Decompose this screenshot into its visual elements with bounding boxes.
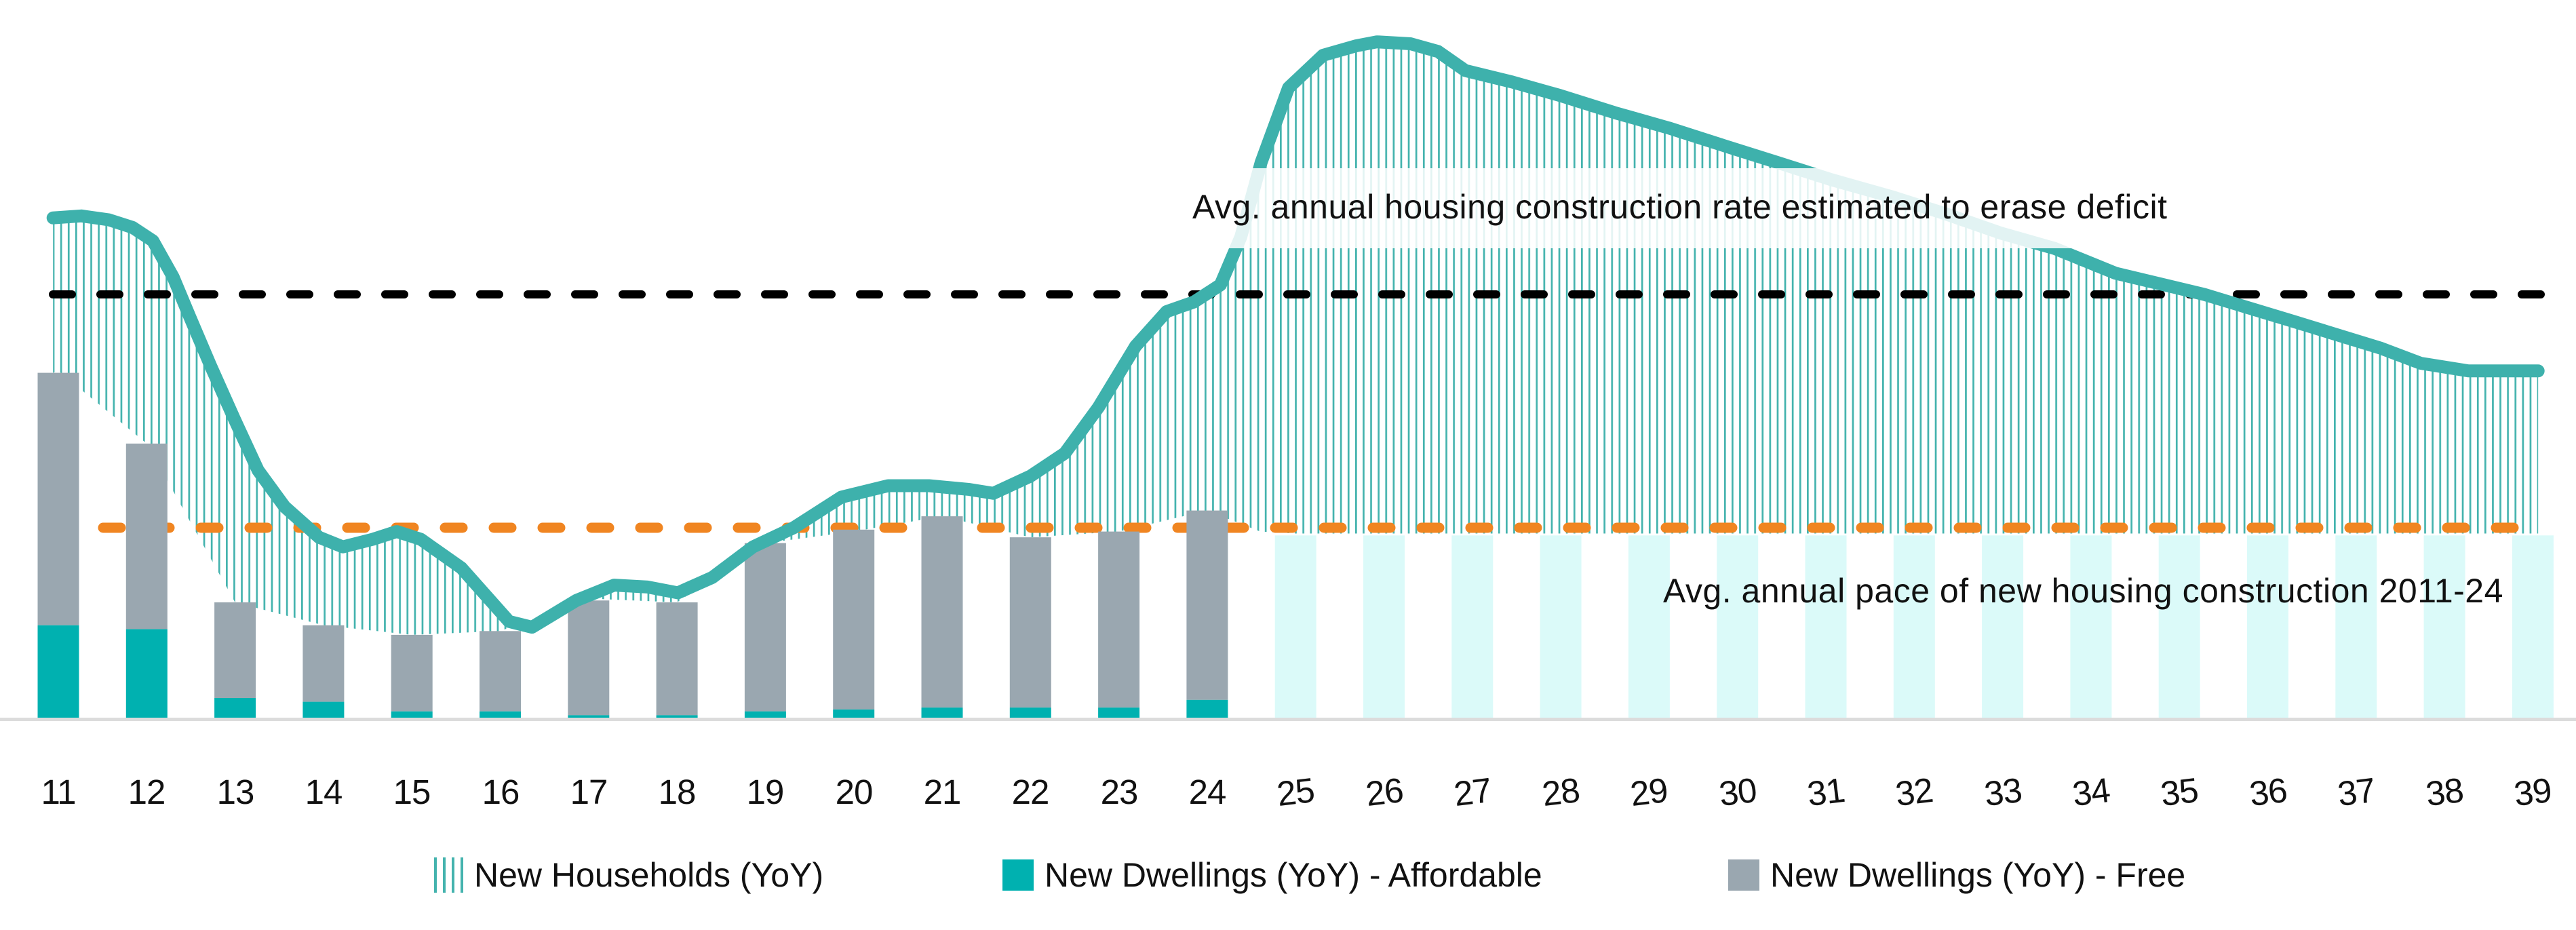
free-dwellings-bar-16 bbox=[480, 631, 521, 712]
free-dwellings-bar-17 bbox=[568, 600, 610, 716]
x-label-17: 17 bbox=[570, 773, 608, 811]
x-label-21: 21 bbox=[923, 773, 962, 811]
free-dwellings-bar-23 bbox=[1098, 531, 1140, 708]
affordable-dwellings-bar-16 bbox=[480, 711, 521, 718]
x-label-19: 19 bbox=[746, 773, 785, 811]
legend-label: New Households (YoY) bbox=[474, 856, 824, 894]
free-dwellings-bar-21 bbox=[921, 516, 963, 708]
gray-square-icon bbox=[1728, 859, 1759, 891]
projected-bar-34 bbox=[2070, 535, 2112, 718]
teal-square-icon bbox=[1002, 859, 1034, 891]
free-dwellings-bar-24 bbox=[1186, 510, 1228, 700]
free-dwellings-bar-13 bbox=[214, 602, 256, 698]
dwelling-bars-group bbox=[37, 372, 1228, 718]
free-dwellings-bar-15 bbox=[391, 634, 433, 712]
affordable-dwellings-bar-23 bbox=[1098, 708, 1140, 718]
projected-bar-29 bbox=[1628, 535, 1670, 718]
legend: New Households (YoY) New Dwellings (YoY)… bbox=[0, 853, 2576, 908]
affordable-dwellings-bar-11 bbox=[37, 625, 79, 718]
projected-bar-27 bbox=[1451, 535, 1494, 718]
projected-bar-32 bbox=[1893, 535, 1935, 718]
affordable-dwellings-bar-12 bbox=[125, 629, 168, 718]
free-dwellings-bar-19 bbox=[744, 543, 786, 712]
projected-bar-25 bbox=[1274, 535, 1316, 718]
legend-item-dwellings-affordable: New Dwellings (YoY) - Affordable bbox=[1002, 853, 1542, 897]
hatch-lines-icon bbox=[434, 857, 463, 893]
x-label-23: 23 bbox=[1100, 773, 1139, 811]
deficit-annotation-backdrop bbox=[1182, 168, 2576, 248]
free-dwellings-bar-18 bbox=[656, 602, 698, 716]
pace-annotation-label: Avg. annual pace of new housing construc… bbox=[1663, 572, 2503, 610]
households-deficit-hatch bbox=[53, 41, 2539, 635]
free-dwellings-bar-11 bbox=[37, 372, 79, 625]
x-label-24: 24 bbox=[1188, 773, 1227, 811]
free-dwellings-bar-22 bbox=[1009, 537, 1051, 708]
affordable-dwellings-bar-19 bbox=[744, 711, 786, 718]
projected-bar-33 bbox=[1982, 535, 2024, 718]
x-axis-line bbox=[0, 718, 2576, 721]
affordable-dwellings-bar-20 bbox=[833, 709, 875, 718]
projected-bar-38 bbox=[2423, 535, 2465, 718]
legend-item-new-households: New Households (YoY) bbox=[434, 853, 823, 897]
reference-lines-group bbox=[49, 290, 2571, 533]
free-dwellings-bar-20 bbox=[833, 529, 875, 710]
x-label-14: 14 bbox=[305, 773, 343, 811]
x-label-20: 20 bbox=[835, 773, 874, 811]
x-label-13: 13 bbox=[216, 773, 255, 811]
x-axis-line-group bbox=[0, 718, 2576, 721]
x-label-15: 15 bbox=[393, 773, 431, 811]
projected-bar-36 bbox=[2247, 535, 2288, 718]
affordable-dwellings-bar-13 bbox=[214, 698, 256, 718]
x-label-11: 11 bbox=[41, 773, 77, 811]
affordable-dwellings-bar-15 bbox=[391, 711, 433, 718]
legend-label: New Dwellings (YoY) - Free bbox=[1770, 856, 2186, 894]
affordable-dwellings-bar-24 bbox=[1186, 699, 1228, 718]
x-label-16: 16 bbox=[482, 773, 520, 811]
projected-bar-35 bbox=[2158, 535, 2200, 718]
projected-bars-group bbox=[1274, 535, 2554, 718]
affordable-dwellings-bar-17 bbox=[568, 715, 610, 718]
deficit-annotation-label: Avg. annual housing construction rate es… bbox=[1192, 188, 2168, 226]
affordable-dwellings-bar-22 bbox=[1009, 708, 1051, 718]
projected-bar-31 bbox=[1805, 535, 1847, 718]
affordable-dwellings-bar-14 bbox=[303, 701, 345, 718]
affordable-dwellings-bar-18 bbox=[656, 715, 698, 718]
projected-bar-37 bbox=[2335, 535, 2377, 718]
free-dwellings-bar-12 bbox=[125, 443, 168, 629]
legend-label: New Dwellings (YoY) - Affordable bbox=[1045, 856, 1542, 894]
affordable-dwellings-bar-21 bbox=[921, 708, 963, 718]
x-label-22: 22 bbox=[1011, 773, 1050, 811]
legend-item-dwellings-free: New Dwellings (YoY) - Free bbox=[1728, 853, 2185, 897]
projected-bar-28 bbox=[1540, 535, 1582, 718]
x-label-18: 18 bbox=[658, 773, 697, 811]
free-dwellings-bar-14 bbox=[303, 625, 345, 702]
x-label-12: 12 bbox=[128, 773, 166, 811]
projected-bar-26 bbox=[1363, 535, 1405, 718]
projected-bar-30 bbox=[1717, 535, 1759, 718]
households-hatch-area bbox=[53, 41, 2539, 635]
projected-bar-39 bbox=[2512, 535, 2554, 718]
